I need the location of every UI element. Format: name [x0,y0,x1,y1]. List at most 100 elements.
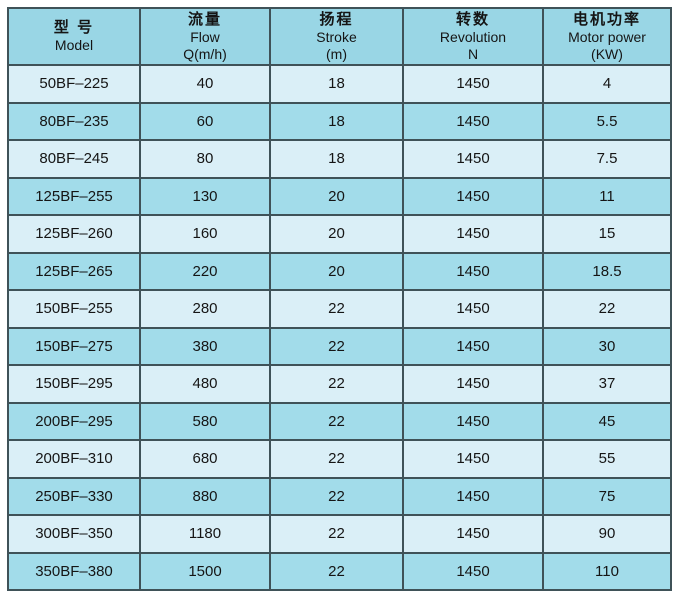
cell-stroke: 22 [269,439,404,479]
cell-revolution: 1450 [402,214,544,254]
cell-power: 37 [542,364,672,404]
cell-power: 7.5 [542,139,672,179]
cell-model: 200BF–295 [7,401,141,441]
cell-flow: 220 [139,251,271,291]
cell-revolution: 1450 [402,139,544,179]
cell-revolution: 1450 [402,326,544,366]
cell-model: 150BF–275 [7,326,141,366]
cell-model: 80BF–235 [7,101,141,141]
cell-flow: 130 [139,176,271,216]
table-row: 350BF–380 1500 22 1450 110 [7,551,672,591]
cell-model: 125BF–255 [7,176,141,216]
cell-power: 30 [542,326,672,366]
cell-model: 300BF–350 [7,514,141,554]
col-header-stroke-en: Stroke [316,28,357,45]
cell-stroke: 22 [269,364,404,404]
cell-model: 250BF–330 [7,476,141,516]
table-row: 80BF–235 60 18 1450 5.5 [7,101,672,141]
table-row: 150BF–255 280 22 1450 22 [7,289,672,329]
table-row: 80BF–245 80 18 1450 7.5 [7,139,672,179]
cell-flow: 1180 [139,514,271,554]
cell-stroke: 22 [269,401,404,441]
cell-stroke: 18 [269,139,404,179]
col-header-revolution: 转数 Revolution N [402,7,544,66]
cell-revolution: 1450 [402,476,544,516]
cell-model: 150BF–295 [7,364,141,404]
cell-stroke: 22 [269,514,404,554]
table-row: 200BF–310 680 22 1450 55 [7,439,672,479]
col-header-stroke-zh: 扬程 [319,10,354,28]
col-header-motor-power-unit: (KW) [591,45,623,62]
cell-model: 80BF–245 [7,139,141,179]
cell-model: 150BF–255 [7,289,141,329]
cell-flow: 680 [139,439,271,479]
col-header-model-en: Model [54,37,94,53]
col-header-revolution-en: Revolution [439,28,507,45]
cell-power: 45 [542,401,672,441]
cell-stroke: 20 [269,214,404,254]
col-header-stroke-unit: (m) [326,45,347,62]
cell-flow: 280 [139,289,271,329]
cell-revolution: 1450 [402,439,544,479]
col-header-flow: 流量 Flow Q(m/h) [139,7,271,66]
cell-model: 350BF–380 [7,551,141,591]
cell-stroke: 22 [269,326,404,366]
cell-flow: 60 [139,101,271,141]
cell-flow: 160 [139,214,271,254]
table-row: 200BF–295 580 22 1450 45 [7,401,672,441]
cell-power: 75 [542,476,672,516]
cell-flow: 1500 [139,551,271,591]
cell-flow: 40 [139,64,271,104]
cell-flow: 480 [139,364,271,404]
cell-revolution: 1450 [402,101,544,141]
cell-revolution: 1450 [402,251,544,291]
col-header-motor-power: 电机功率 Motor power (KW) [542,7,672,66]
col-header-flow-en: Flow [190,28,220,45]
cell-power: 55 [542,439,672,479]
col-header-motor-power-en: Motor power [568,28,646,45]
cell-flow: 580 [139,401,271,441]
cell-model: 125BF–260 [7,214,141,254]
cell-revolution: 1450 [402,401,544,441]
cell-revolution: 1450 [402,514,544,554]
cell-stroke: 18 [269,101,404,141]
table-row: 300BF–350 1180 22 1450 90 [7,514,672,554]
cell-power: 15 [542,214,672,254]
cell-flow: 80 [139,139,271,179]
cell-stroke: 20 [269,176,404,216]
cell-stroke: 22 [269,551,404,591]
table-row: 125BF–255 130 20 1450 11 [7,176,672,216]
cell-model: 50BF–225 [7,64,141,104]
cell-flow: 380 [139,326,271,366]
cell-revolution: 1450 [402,176,544,216]
cell-model: 200BF–310 [7,439,141,479]
table-row: 250BF–330 880 22 1450 75 [7,476,672,516]
col-header-stroke: 扬程 Stroke (m) [269,7,404,66]
col-header-model-zh: 型 号 [53,19,95,36]
cell-revolution: 1450 [402,289,544,329]
pump-spec-table: 型 号 Model 流量 Flow Q(m/h) 扬程 Stroke (m) 转… [7,7,672,591]
cell-power: 4 [542,64,672,104]
cell-model: 125BF–265 [7,251,141,291]
cell-stroke: 20 [269,251,404,291]
col-header-flow-unit: Q(m/h) [183,45,227,62]
cell-revolution: 1450 [402,64,544,104]
table-row: 150BF–295 480 22 1450 37 [7,364,672,404]
col-header-model: 型 号 Model [7,7,141,66]
cell-power: 11 [542,176,672,216]
cell-power: 5.5 [542,101,672,141]
cell-power: 90 [542,514,672,554]
col-header-revolution-unit: N [467,45,479,62]
cell-revolution: 1450 [402,364,544,404]
cell-revolution: 1450 [402,551,544,591]
col-header-motor-power-zh: 电机功率 [572,10,641,28]
header-row: 型 号 Model 流量 Flow Q(m/h) 扬程 Stroke (m) 转… [7,7,672,66]
table-row: 150BF–275 380 22 1450 30 [7,326,672,366]
table-row: 50BF–225 40 18 1450 4 [7,64,672,104]
cell-power: 18.5 [542,251,672,291]
col-header-flow-zh: 流量 [187,10,222,28]
col-header-revolution-zh: 转数 [455,10,490,28]
table-row: 125BF–260 160 20 1450 15 [7,214,672,254]
table-row: 125BF–265 220 20 1450 18.5 [7,251,672,291]
